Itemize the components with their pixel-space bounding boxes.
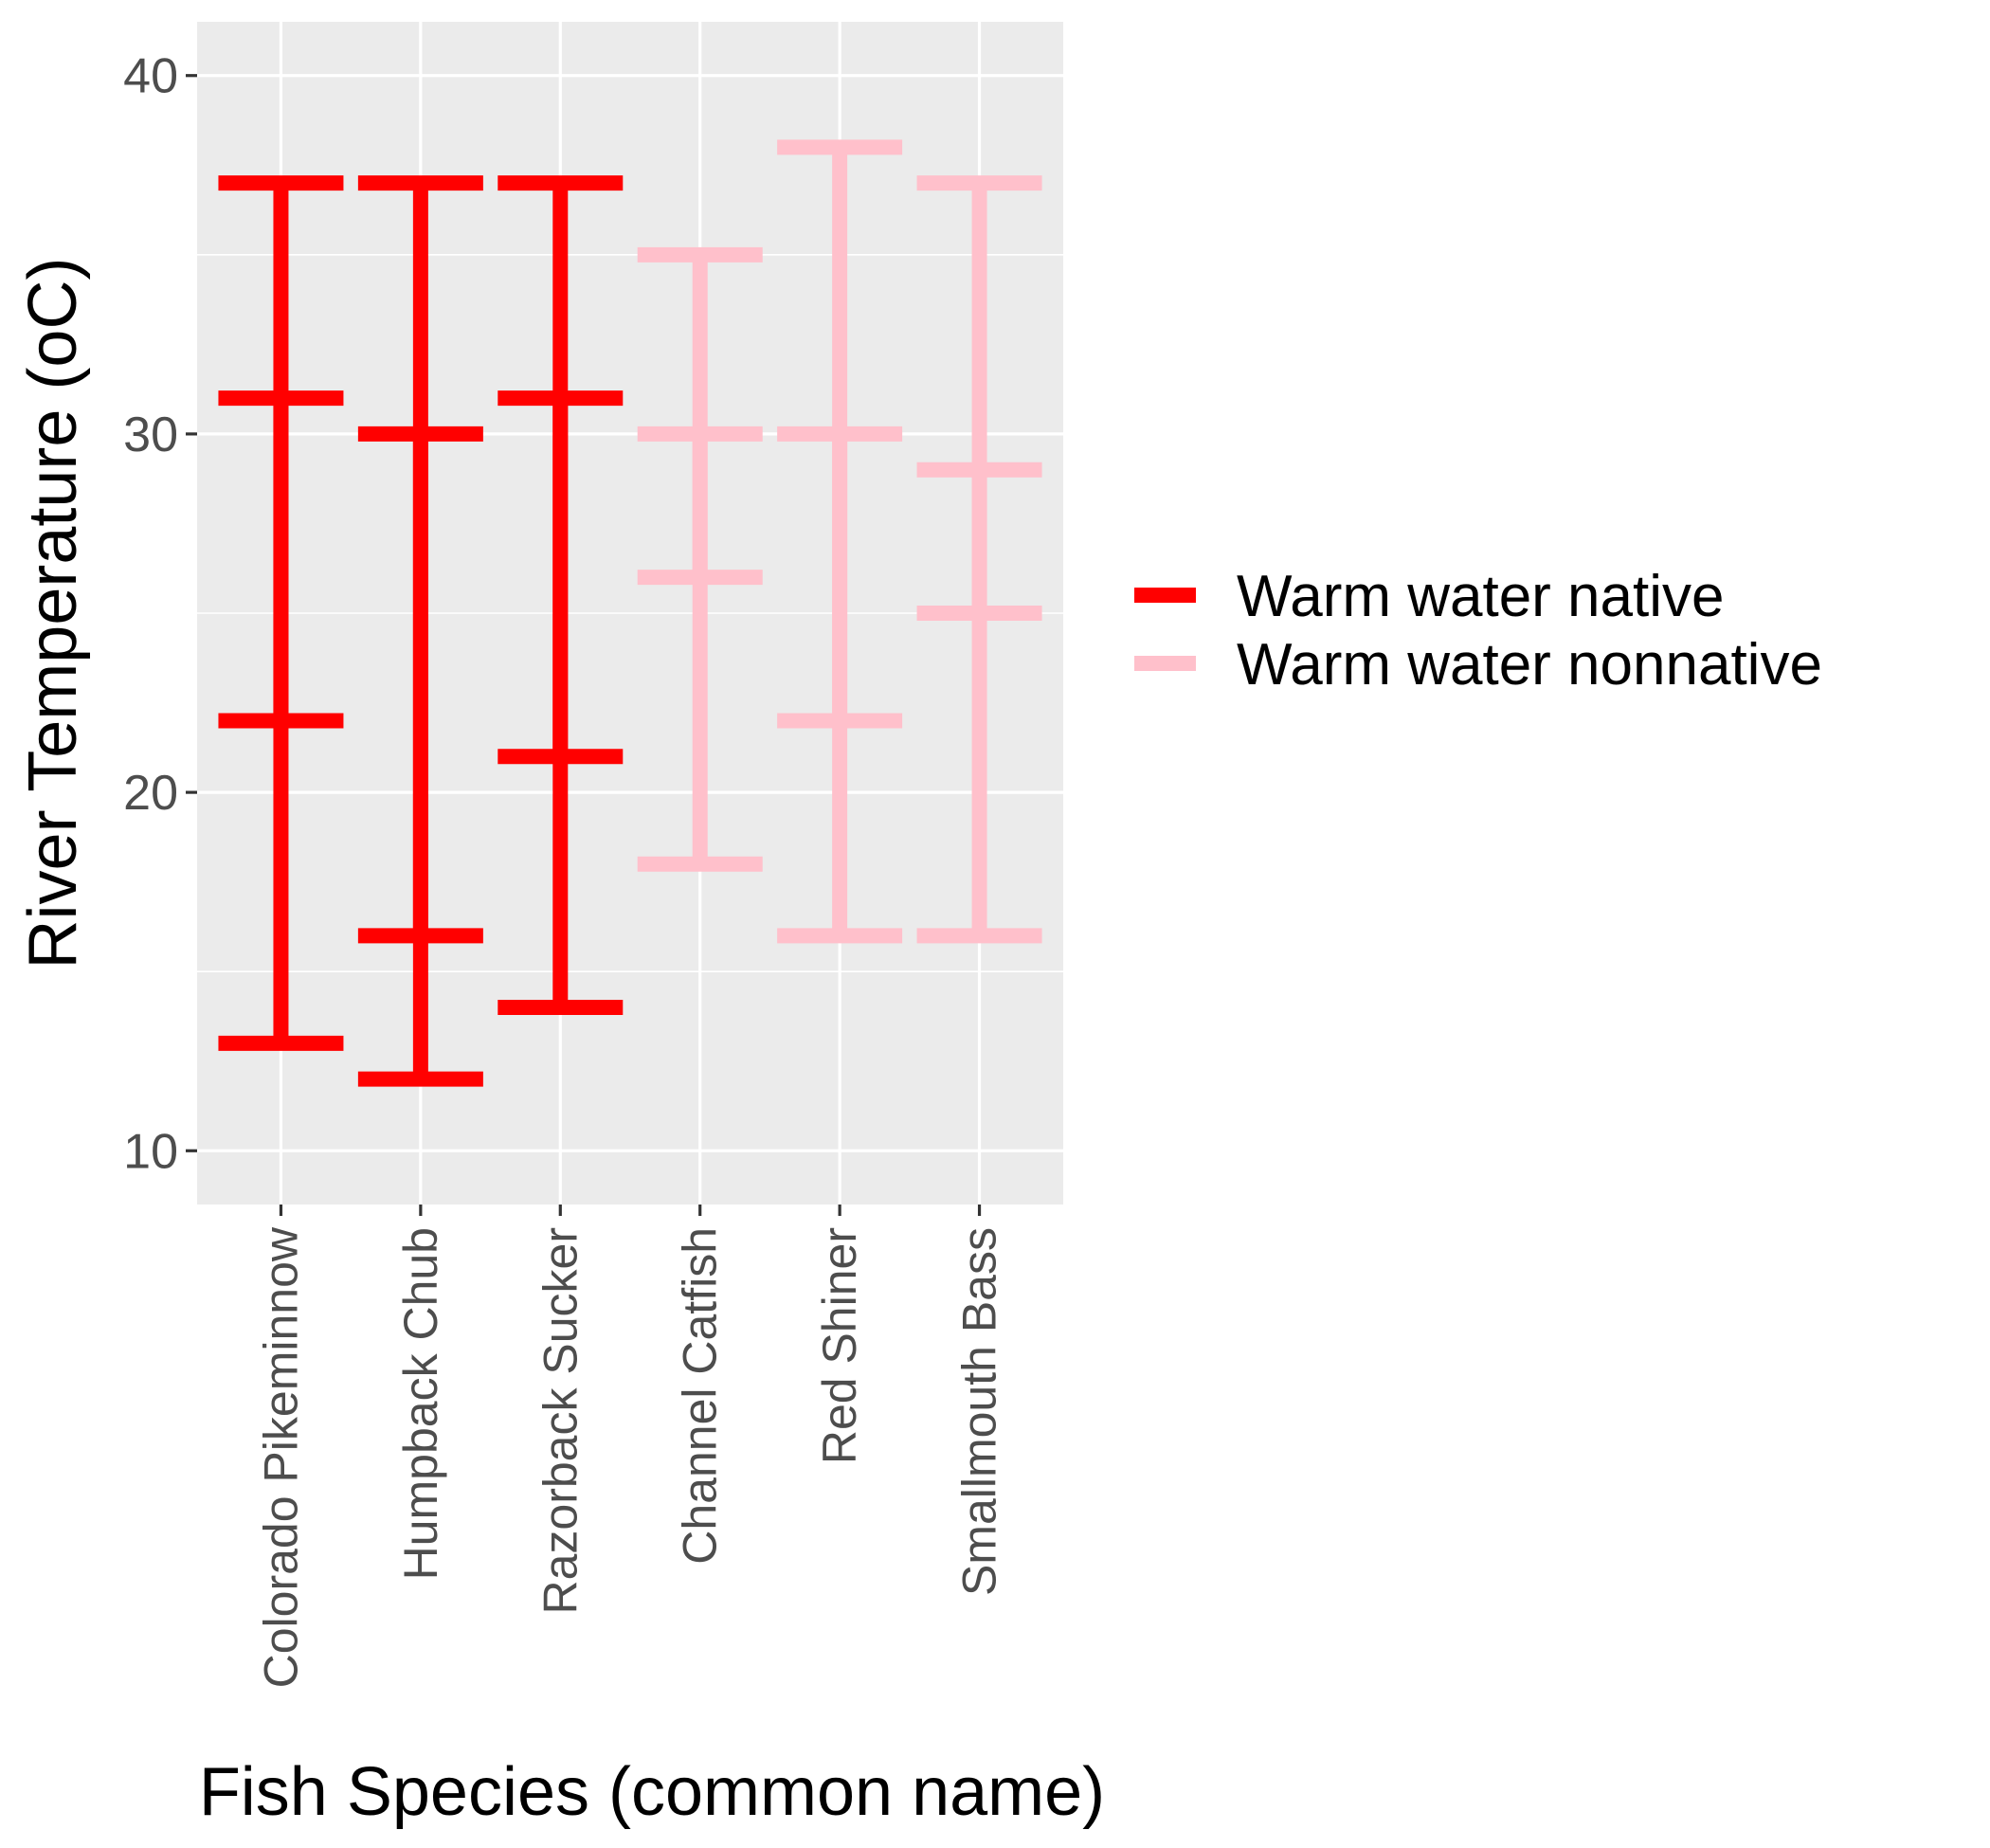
error-bar	[916, 462, 1042, 621]
x-tick-label: Humpback Chub	[394, 1227, 447, 1580]
x-tick-label: Colorado Pikeminnow	[254, 1226, 307, 1688]
y-tick-label: 20	[123, 766, 178, 821]
error-bar	[777, 426, 903, 729]
error-bar	[637, 426, 763, 586]
y-tick-label: 40	[123, 49, 178, 104]
legend-label: Warm water native	[1237, 564, 1725, 629]
error-bar	[357, 426, 483, 944]
legend-label: Warm water nonnative	[1237, 632, 1822, 698]
x-axis-title: Fish Species (common name)	[199, 1754, 1105, 1830]
y-axis-title: River Temperature (oC)	[15, 258, 91, 969]
x-tick-label: Red Shiner	[813, 1227, 866, 1464]
y-tick-label: 30	[123, 408, 178, 462]
error-bar	[218, 390, 344, 729]
x-tick-label: Smallmouth Bass	[953, 1227, 1006, 1596]
x-tick-label: Razorback Sucker	[534, 1227, 587, 1615]
axes: 10 20 30 40 Colorado Pikeminnow Humpback Chub…	[123, 49, 1005, 1689]
error-bars	[218, 139, 1042, 1087]
error-bar	[498, 390, 624, 765]
x-tick-label: Channel Catfish	[674, 1227, 727, 1565]
y-tick-label: 10	[123, 1124, 178, 1179]
